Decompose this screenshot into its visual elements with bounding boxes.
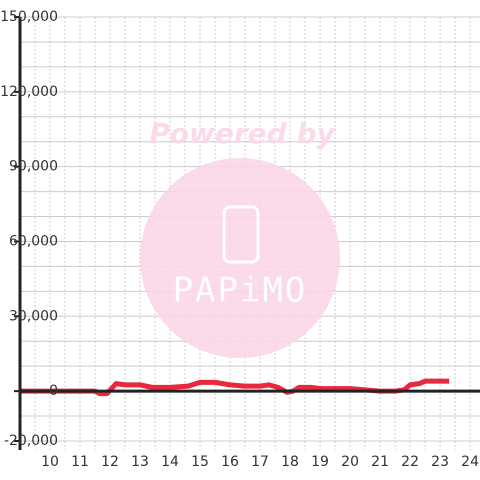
x-tick-label: 13 <box>131 454 149 470</box>
x-tick-label: 19 <box>311 454 329 470</box>
y-tick-label: 120,000 <box>0 84 58 100</box>
x-tick-label: 11 <box>71 454 89 470</box>
x-tick-label: 23 <box>431 454 449 470</box>
x-tick-label: 10 <box>41 454 59 470</box>
x-tick-label: 14 <box>161 454 179 470</box>
x-tick-label: 17 <box>251 454 269 470</box>
y-tick-label: 0 <box>49 383 58 399</box>
watermark-caption: Powered by <box>149 117 336 150</box>
x-tick-label: 20 <box>341 454 359 470</box>
y-tick-label: 30,000 <box>9 308 58 324</box>
x-tick-label: 24 <box>461 454 479 470</box>
x-tick-label: 22 <box>401 454 419 470</box>
x-tick-label: 16 <box>221 454 239 470</box>
x-tick-label: 21 <box>371 454 389 470</box>
y-tick-label: 60,000 <box>9 233 58 249</box>
x-tick-label: 12 <box>101 454 119 470</box>
y-tick-label: 90,000 <box>9 159 58 175</box>
y-tick-label: 150,000 <box>0 9 58 25</box>
x-tick-label: 15 <box>191 454 209 470</box>
x-tick-label: 18 <box>281 454 299 470</box>
watermark: Powered by PAPiMO <box>140 117 340 358</box>
y-tick-label: -20,000 <box>4 433 58 449</box>
watermark-logo: PAPiMO <box>173 271 308 311</box>
watermark-phone <box>222 205 260 264</box>
watermark-circle <box>140 158 340 358</box>
